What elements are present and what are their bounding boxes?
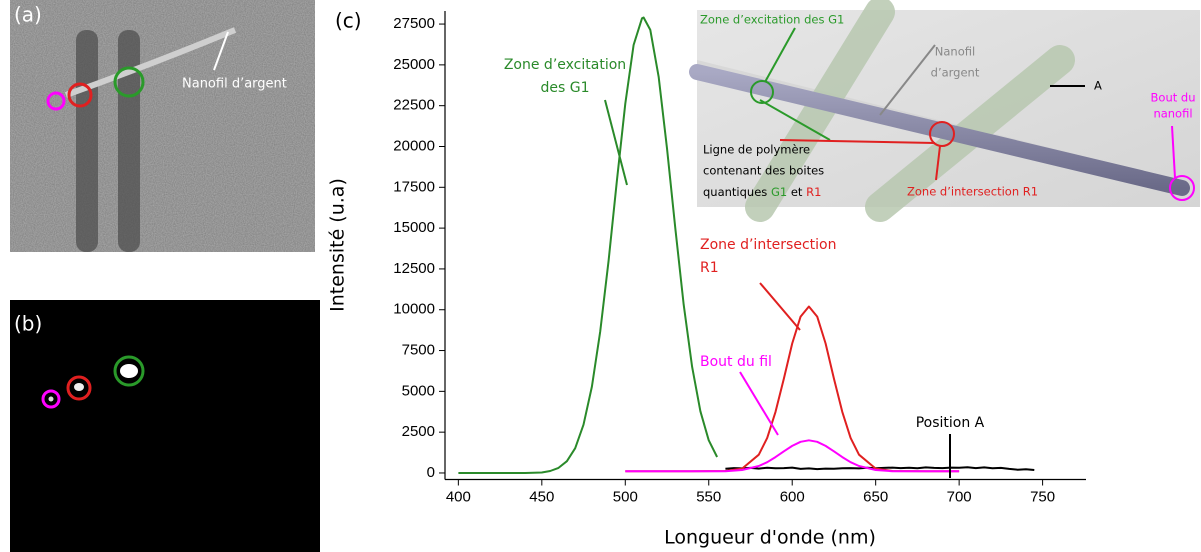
panel-label: (a) [14,3,42,27]
y-tick-label: 2500 [402,423,435,440]
inset-label: Bout du [1151,91,1196,105]
series-line [625,439,960,473]
spot [48,396,54,402]
polymer-line [76,30,98,252]
annotation: Zone d’excitation [504,57,626,73]
inset-label: A [1094,79,1102,93]
y-tick-label: 20000 [393,137,435,154]
annotation: R1 [700,260,719,276]
nanowire [64,27,237,98]
leader [935,145,941,181]
marker [113,355,145,387]
leader [1171,125,1176,179]
x-tick-label: 600 [780,488,805,505]
panel-label: (c) [335,9,362,33]
text-part: et [787,185,806,199]
y-tick-label: 12500 [393,260,435,277]
y-tick-label: 15000 [393,219,435,236]
noise [10,0,315,252]
leader [764,27,796,83]
y-tick-label: 10000 [393,301,435,318]
inset-label: nanofil [1153,107,1192,121]
annotation: Bout du fil [700,354,772,370]
y-tick-label: 22500 [393,97,435,114]
marker [113,66,145,98]
inset-label: Ligne de polymère [703,143,810,157]
leader [759,282,801,331]
marker [750,80,774,104]
y-tick-label: 27500 [393,15,435,32]
text-part: R1 [806,185,821,199]
series-line [458,16,718,474]
spot [74,383,84,391]
x-tick-label: 700 [947,488,972,505]
panel-label: (b) [14,312,42,336]
annotation: Position A [916,415,985,431]
leader [879,44,936,116]
leader [213,31,229,71]
leader [779,139,936,144]
text-part: quantiques [703,185,771,199]
leader [739,371,779,436]
marker [929,121,955,147]
micrograph [10,300,320,552]
y-tick-label: 0 [427,464,435,481]
inset: Zone d’excitation des G1 Nanofil d’argen… [689,0,1200,222]
inset-label: quantiques G1 et R1 [703,185,821,199]
marker [66,375,92,401]
panel-b: (b) [10,300,320,552]
x-axis-label: Longueur d'onde (nm) [664,527,876,549]
inset-label: Zone d’excitation des G1 [700,13,844,27]
panel-a: (a) Nanofil d’argent [10,0,315,252]
text-part: G1 [771,185,787,199]
x-tick-label: 650 [863,488,888,505]
marker [41,389,61,409]
chart: (c) Intensité (u.a) Longueur d'onde (nm)… [327,9,1086,549]
x-tick-label: 450 [529,488,554,505]
inset-label: contenant des boites [703,164,824,178]
y-tick-label: 5000 [402,382,435,399]
x-tick-label: 500 [613,488,638,505]
inset-label: Nanofil [935,45,975,59]
marker [46,91,66,111]
y-tick-label: 7500 [402,342,435,359]
x-tick-label: 750 [1030,488,1055,505]
polymer-line [118,30,140,252]
inset-label: d’argent [931,66,980,80]
leader [604,99,628,186]
nanowire [689,64,1190,196]
annotation: des G1 [541,80,590,96]
leader [759,99,831,141]
y-tick-label: 25000 [393,56,435,73]
x-tick-label: 550 [696,488,721,505]
inset-label: Zone d’intersection R1 [907,185,1038,199]
x-tick-label: 400 [446,488,471,505]
series-line [725,466,1035,471]
marker [1169,175,1195,201]
marker [67,82,93,108]
y-tick-label: 17500 [393,178,435,195]
annotation: Nanofil d’argent [182,77,287,92]
spot [120,364,138,378]
y-axis-label: Intensité (u.a) [327,178,349,312]
annotation: Zone d’intersection [700,237,836,253]
